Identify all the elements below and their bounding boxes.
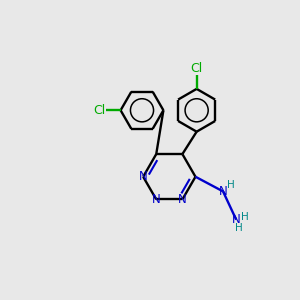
Text: N: N: [232, 213, 241, 226]
Text: N: N: [152, 193, 161, 206]
Text: Cl: Cl: [190, 61, 203, 75]
Text: H: H: [227, 180, 235, 190]
Text: H: H: [235, 223, 243, 233]
Text: N: N: [139, 170, 148, 183]
Text: Cl: Cl: [94, 104, 106, 117]
Text: H: H: [241, 212, 248, 222]
Text: N: N: [219, 185, 227, 198]
Text: N: N: [178, 193, 187, 206]
